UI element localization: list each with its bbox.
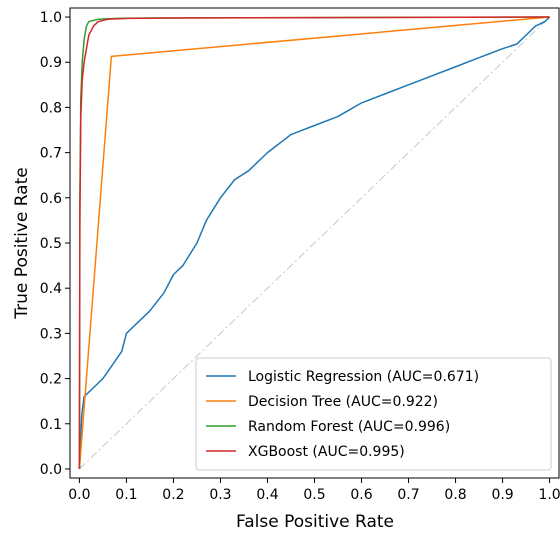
x-tick-label: 0.1 — [115, 487, 137, 503]
y-tick-label: 0.7 — [40, 146, 62, 162]
series-line-0 — [78, 16, 551, 469]
x-tick-label: 0.9 — [491, 487, 513, 503]
x-tick-label: 0.4 — [256, 487, 278, 503]
legend-box — [195, 357, 552, 471]
x-tick-label: 0.0 — [68, 487, 90, 503]
legend-label: Logistic Regression (AUC=0.671) — [248, 369, 479, 385]
y-axis-label: True Positive Rate — [12, 167, 32, 319]
x-tick-label: 0.5 — [303, 487, 325, 503]
y-tick-label: 0.2 — [40, 372, 62, 388]
reference-diagonal-line — [79, 16, 550, 470]
y-tick-label: 0.1 — [40, 417, 62, 433]
series-line-3 — [78, 16, 550, 469]
y-tick-label: 0.5 — [40, 236, 62, 252]
y-tick-label: 0.3 — [40, 326, 62, 342]
legend-label: Random Forest (AUC=0.996) — [248, 419, 450, 435]
legend: Logistic Regression (AUC=0.671) Decision … — [195, 357, 552, 471]
legend-label: Decision Tree (AUC=0.922) — [248, 394, 438, 410]
series-line-1 — [78, 16, 550, 470]
y-tick-label: 0.4 — [40, 281, 62, 297]
y-tick-label: 0.8 — [40, 100, 62, 116]
x-tick-label: 0.2 — [162, 487, 184, 503]
y-tick-label: 0.6 — [40, 191, 62, 207]
axes-layer: 0.0 0.1 0.2 0.3 0.4 0.5 0.6 0.7 0.8 0.9 1.0 0.0 0.1 0… — [40, 7, 560, 503]
x-tick-label: 0.7 — [397, 487, 419, 503]
x-tick-label: 0.8 — [444, 487, 466, 503]
x-axis-label: False Positive Rate — [236, 512, 394, 532]
x-tick-label: 0.3 — [209, 487, 231, 503]
plot-layer — [78, 16, 551, 470]
x-tick-label: 0.6 — [350, 487, 372, 503]
y-tick-label: 0.0 — [40, 462, 62, 478]
y-tick-label: 0.9 — [40, 55, 62, 71]
y-tick-label: 1.0 — [40, 10, 62, 26]
legend-label: XGBoost (AUC=0.995) — [248, 444, 405, 460]
x-tick-label: 1.0 — [538, 487, 560, 503]
